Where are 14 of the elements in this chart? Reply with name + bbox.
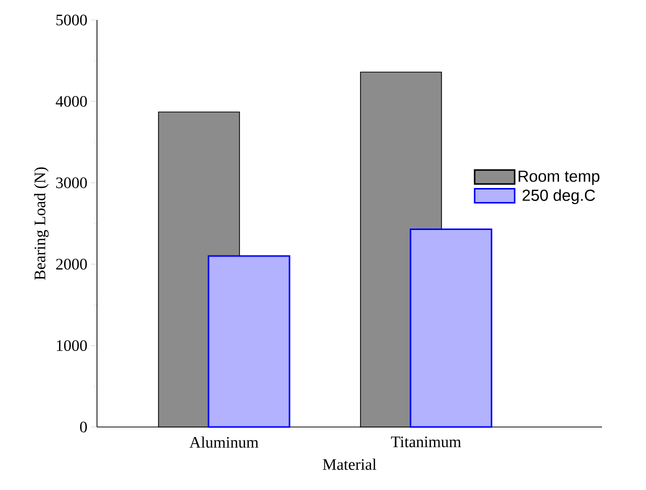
bar xyxy=(410,228,492,428)
y-tick-label: 4000 xyxy=(56,96,87,107)
bar xyxy=(208,255,290,428)
y-tick-label: 0 xyxy=(80,422,87,432)
y-axis-title: Bearing Load (N) xyxy=(34,167,49,280)
y-tick-label: 1000 xyxy=(56,340,87,351)
y-tick-label: 2000 xyxy=(56,258,87,270)
x-tick-label: Titanimum xyxy=(391,436,462,448)
y-tick-label: 5000 xyxy=(56,14,87,26)
y-tick-label: 3000 xyxy=(56,177,87,188)
x-axis-title: Material xyxy=(322,458,376,470)
x-tick-label: Aluminum xyxy=(189,436,258,448)
legend-label: Room temp xyxy=(518,170,600,186)
legend-label: 250 deg.C xyxy=(522,189,596,204)
